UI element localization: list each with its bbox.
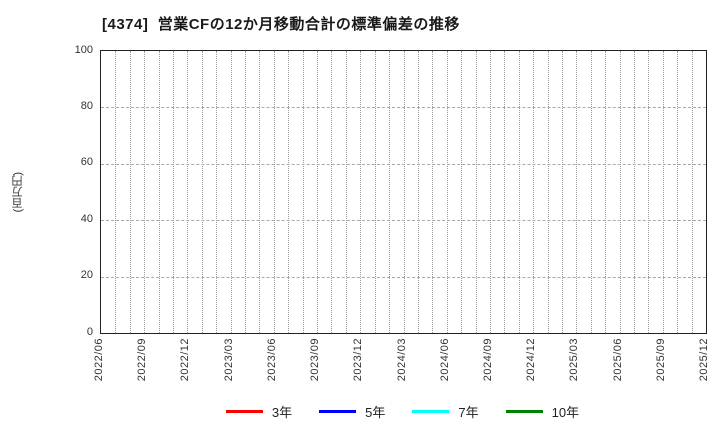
- v-gridline: [331, 51, 333, 333]
- y-tick-label: 20: [80, 269, 93, 282]
- x-tick-label: 2025/12: [698, 338, 710, 382]
- y-tick-label: 40: [80, 212, 93, 225]
- legend-line-swatch: [225, 410, 263, 413]
- y-axis-label: (百万円): [12, 172, 24, 213]
- v-gridline: [677, 51, 679, 333]
- v-gridline: [302, 51, 304, 333]
- x-tick-label: 2024/03: [395, 338, 408, 382]
- h-gridline: [101, 276, 706, 278]
- v-gridline: [389, 51, 391, 333]
- chart-title: [4374] 営業CFの12か月移動合計の標準偏差の推移: [102, 16, 460, 33]
- legend-item: 7年: [412, 402, 479, 421]
- x-tick-label: 2023/03: [222, 338, 235, 382]
- v-gridline: [691, 51, 693, 333]
- v-gridline: [201, 51, 203, 333]
- v-gridline: [216, 51, 218, 333]
- v-gridline: [317, 51, 319, 333]
- v-gridline: [648, 51, 650, 333]
- x-tick-label: 2024/12: [525, 338, 538, 382]
- y-tick-label: 60: [80, 156, 93, 169]
- v-gridline: [403, 51, 405, 333]
- plot-area: [100, 50, 707, 334]
- x-tick-label: 2022/12: [179, 338, 192, 382]
- y-tick-label: 0: [86, 325, 93, 338]
- legend-label: 10年: [551, 405, 580, 420]
- legend-line-swatch: [319, 410, 357, 413]
- v-gridline: [619, 51, 621, 333]
- legend-line-swatch: [505, 410, 543, 413]
- legend-item: 3年: [225, 402, 293, 421]
- v-gridline: [461, 51, 463, 333]
- v-gridline: [590, 51, 592, 333]
- y-tick-label: 100: [74, 43, 93, 56]
- legend: 3年 5年 7年 10年: [100, 402, 705, 421]
- v-gridline: [245, 51, 247, 333]
- h-gridline: [101, 107, 706, 109]
- x-tick-label: 2024/09: [481, 338, 494, 382]
- x-tick-label: 2024/06: [438, 338, 451, 382]
- v-gridline: [489, 51, 491, 333]
- x-tick-label: 2025/09: [654, 338, 667, 382]
- v-gridline: [576, 51, 578, 333]
- x-tick-label: 2022/06: [93, 338, 105, 382]
- v-gridline: [115, 51, 117, 333]
- v-gridline: [360, 51, 362, 333]
- v-gridline: [230, 51, 232, 333]
- legend-item: 10年: [505, 402, 580, 421]
- h-gridline: [101, 220, 706, 222]
- legend-line-swatch: [412, 410, 450, 413]
- v-gridline: [417, 51, 419, 333]
- v-gridline: [533, 51, 535, 333]
- v-gridline: [259, 51, 261, 333]
- y-tick-label: 80: [80, 99, 93, 112]
- v-gridline: [475, 51, 477, 333]
- v-gridline: [518, 51, 520, 333]
- legend-item: 5年: [319, 402, 385, 421]
- v-gridline: [129, 51, 131, 333]
- x-tick-label: 2023/09: [309, 338, 322, 382]
- legend-label: 3年: [271, 405, 293, 420]
- x-tick-label: 2023/06: [265, 338, 278, 382]
- x-tick-label: 2022/09: [136, 338, 149, 382]
- legend-label: 5年: [365, 405, 386, 420]
- v-gridline: [504, 51, 506, 333]
- v-gridline: [158, 51, 160, 333]
- x-tick-label: 2025/06: [611, 338, 624, 382]
- v-gridline: [187, 51, 189, 333]
- v-gridline: [605, 51, 607, 333]
- v-gridline: [345, 51, 347, 333]
- v-gridline: [273, 51, 275, 333]
- v-gridline: [374, 51, 376, 333]
- x-tick-label: 2023/12: [352, 338, 365, 382]
- v-gridline: [446, 51, 448, 333]
- x-tick-label: 2025/03: [568, 338, 581, 382]
- legend-label: 7年: [458, 405, 479, 420]
- h-gridline: [101, 163, 706, 165]
- v-gridline: [547, 51, 549, 333]
- v-gridline: [662, 51, 664, 333]
- v-gridline: [173, 51, 175, 333]
- v-gridline: [432, 51, 434, 333]
- v-gridline: [561, 51, 563, 333]
- v-gridline: [288, 51, 290, 333]
- v-gridline: [633, 51, 635, 333]
- v-gridline: [144, 51, 146, 333]
